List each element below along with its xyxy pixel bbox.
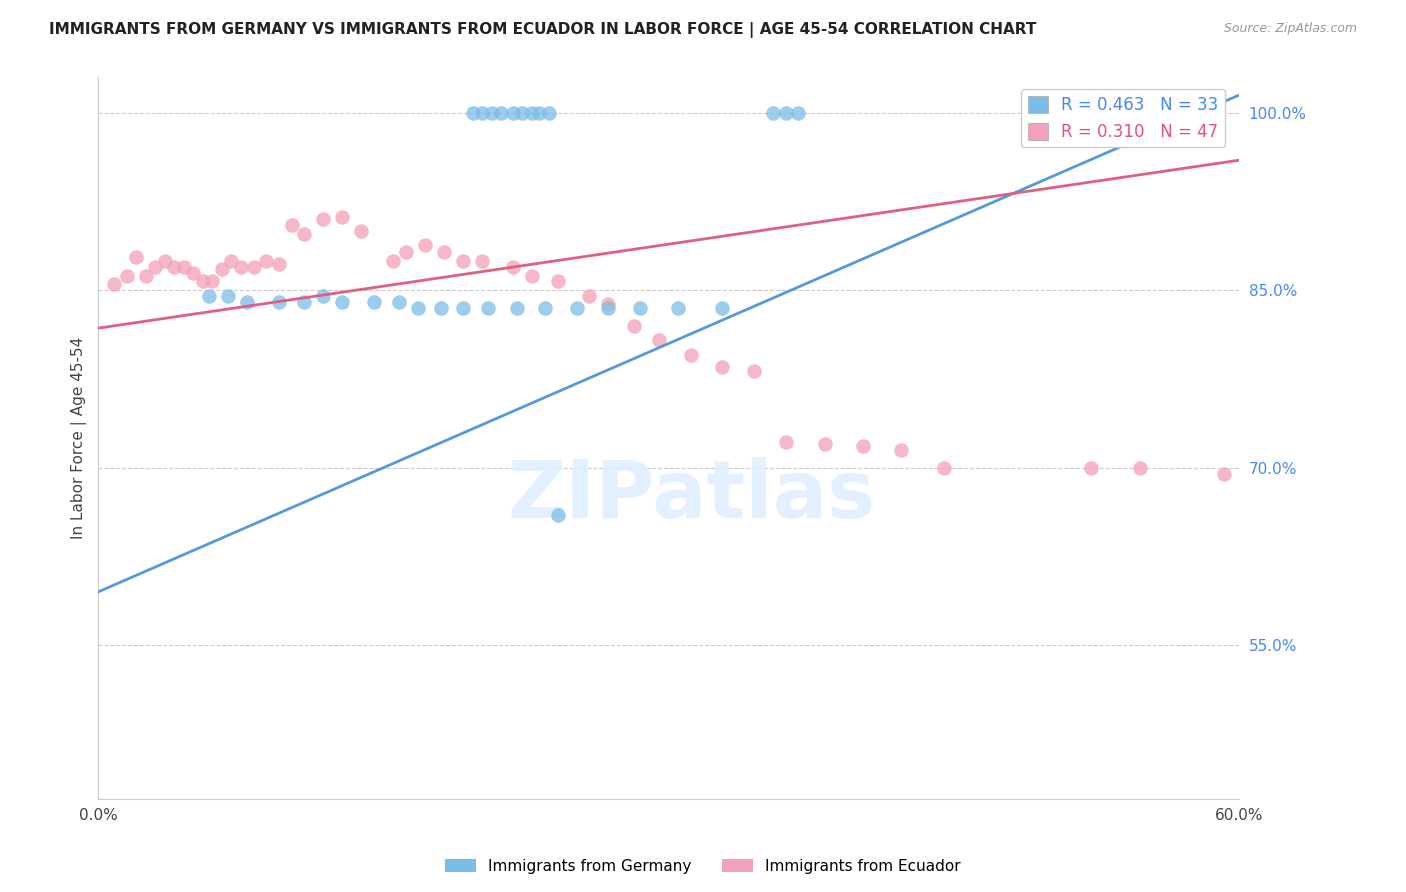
Point	[173, 260, 195, 274]
Point	[623, 318, 645, 333]
Point	[292, 227, 315, 241]
Y-axis label: In Labor Force | Age 45-54: In Labor Force | Age 45-54	[72, 337, 87, 540]
Point	[183, 266, 205, 280]
Point	[510, 106, 533, 120]
Point	[197, 289, 219, 303]
Point	[502, 106, 524, 120]
Point	[578, 289, 600, 303]
Point	[481, 106, 503, 120]
Point	[406, 301, 429, 315]
Point	[103, 277, 125, 292]
Point	[648, 333, 671, 347]
Point	[710, 360, 733, 375]
Point	[628, 301, 651, 315]
Point	[762, 106, 785, 120]
Point	[786, 106, 808, 120]
Point	[775, 434, 797, 449]
Point	[235, 295, 257, 310]
Point	[382, 253, 405, 268]
Point	[547, 508, 569, 522]
Point	[135, 269, 157, 284]
Point	[267, 295, 290, 310]
Legend: Immigrants from Germany, Immigrants from Ecuador: Immigrants from Germany, Immigrants from…	[439, 853, 967, 880]
Point	[254, 253, 277, 268]
Point	[596, 301, 619, 315]
Point	[520, 269, 543, 284]
Point	[311, 289, 333, 303]
Point	[350, 224, 373, 238]
Point	[388, 295, 411, 310]
Point	[453, 253, 475, 268]
Legend: R = 0.463   N = 33, R = 0.310   N = 47: R = 0.463 N = 33, R = 0.310 N = 47	[1021, 89, 1225, 147]
Point	[1212, 467, 1234, 481]
Point	[413, 238, 436, 252]
Point	[221, 253, 243, 268]
Point	[453, 301, 475, 315]
Point	[471, 253, 494, 268]
Text: Source: ZipAtlas.com: Source: ZipAtlas.com	[1223, 22, 1357, 36]
Point	[502, 260, 524, 274]
Point	[477, 301, 499, 315]
Point	[217, 289, 239, 303]
Point	[433, 245, 456, 260]
Point	[534, 301, 557, 315]
Text: IMMIGRANTS FROM GERMANY VS IMMIGRANTS FROM ECUADOR IN LABOR FORCE | AGE 45-54 CO: IMMIGRANTS FROM GERMANY VS IMMIGRANTS FR…	[49, 22, 1036, 38]
Point	[211, 262, 233, 277]
Point	[145, 260, 167, 274]
Point	[520, 106, 543, 120]
Point	[363, 295, 385, 310]
Point	[471, 106, 494, 120]
Point	[813, 437, 835, 451]
Point	[461, 106, 484, 120]
Point	[191, 274, 214, 288]
Point	[330, 295, 353, 310]
Point	[666, 301, 689, 315]
Point	[429, 301, 451, 315]
Point	[243, 260, 266, 274]
Point	[934, 460, 956, 475]
Point	[851, 439, 873, 453]
Point	[710, 301, 733, 315]
Point	[267, 257, 290, 271]
Point	[115, 269, 138, 284]
Point	[330, 210, 353, 224]
Point	[567, 301, 589, 315]
Point	[681, 348, 703, 362]
Point	[281, 219, 304, 233]
Point	[1047, 106, 1070, 120]
Point	[529, 106, 551, 120]
Point	[153, 253, 176, 268]
Point	[596, 297, 619, 311]
Point	[292, 295, 315, 310]
Point	[505, 301, 527, 315]
Point	[547, 274, 569, 288]
Point	[537, 106, 560, 120]
Point	[1129, 460, 1152, 475]
Point	[125, 250, 148, 264]
Point	[491, 106, 513, 120]
Point	[229, 260, 252, 274]
Point	[163, 260, 186, 274]
Point	[890, 442, 912, 457]
Point	[1080, 460, 1102, 475]
Point	[742, 364, 765, 378]
Point	[395, 245, 418, 260]
Point	[775, 106, 797, 120]
Point	[201, 274, 224, 288]
Text: ZIPatlas: ZIPatlas	[508, 457, 876, 535]
Point	[311, 212, 333, 227]
